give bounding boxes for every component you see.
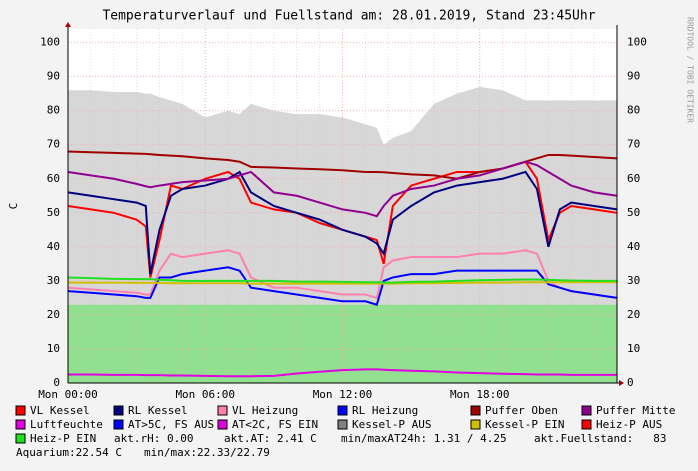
y-tick-label: 70 xyxy=(47,138,60,151)
series-line xyxy=(68,368,617,378)
y-tick-label: 20 xyxy=(47,308,60,321)
legend-label: RL Kessel xyxy=(128,404,188,417)
series-line xyxy=(67,249,618,300)
legend-label: AT<2C, FS EIN xyxy=(232,418,318,431)
footer-text: Aquarium:22.54 C xyxy=(16,446,122,459)
y-tick-label-right: 30 xyxy=(627,274,640,287)
area xyxy=(68,304,617,383)
footer-text: min/max:22.33/22.79 xyxy=(144,446,270,459)
y-tick-label-right: 40 xyxy=(627,240,640,253)
legend-label: Puffer Oben xyxy=(485,404,558,417)
x-tick-label: Mon 12:00 xyxy=(313,388,373,401)
y-tick-label: 0 xyxy=(53,376,60,389)
axis-arrow xyxy=(65,22,71,27)
legend-label: Heiz-P AUS xyxy=(596,418,662,431)
y-tick-label: 50 xyxy=(47,206,60,219)
legend-swatch xyxy=(581,419,592,430)
y-tick-label-right: 90 xyxy=(627,70,640,83)
y-tick-label: 100 xyxy=(40,36,60,49)
y-tick-label-right: 50 xyxy=(627,206,640,219)
legend-label: Kessel-P EIN xyxy=(485,418,564,431)
y-tick-label: 10 xyxy=(47,342,60,355)
x-tick-label: Mon 18:00 xyxy=(450,388,510,401)
y-tick-label-right: 100 xyxy=(627,36,647,49)
axis-arrow xyxy=(619,380,624,386)
legend-swatch xyxy=(337,419,348,430)
footer-text: akt.AT: 2.41 C xyxy=(224,432,317,445)
legend-swatch xyxy=(15,405,26,416)
y-tick-label: 80 xyxy=(47,104,60,117)
legend-swatch xyxy=(217,419,228,430)
legend-swatch xyxy=(470,405,481,416)
legend-label: RL Heizung xyxy=(352,404,418,417)
y-tick-label-right: 70 xyxy=(627,138,640,151)
x-tick-label: Mon 06:00 xyxy=(175,388,235,401)
series-line xyxy=(67,266,618,306)
legend-label: VL Heizung xyxy=(232,404,298,417)
legend-swatch xyxy=(581,405,592,416)
footer-text: min/maxAT24h: 1.31 / 4.25 xyxy=(341,432,507,445)
footer-text: akt.rH: 0.00 xyxy=(114,432,193,445)
series-line xyxy=(67,150,618,180)
y-tick-label: 60 xyxy=(47,172,60,185)
legend-label: Heiz-P EIN xyxy=(30,432,96,445)
side-label: RRDTOOL / TOBI OETIKER xyxy=(686,17,695,123)
chart-title: Temperaturverlauf und Fuellstand am: 28.… xyxy=(102,9,595,24)
legend-swatch xyxy=(113,419,124,430)
legend-label: Kessel-P AUS xyxy=(352,418,431,431)
y-tick-label: 90 xyxy=(47,70,60,83)
legend-label: AT>5C, FS AUS xyxy=(128,418,214,431)
y-tick-label-right: 20 xyxy=(627,308,640,321)
legend-swatch xyxy=(470,419,481,430)
y-tick-label-right: 60 xyxy=(627,172,640,185)
y-tick-label-right: 10 xyxy=(627,342,640,355)
y-tick-label: 30 xyxy=(47,274,60,287)
y-tick-label: 40 xyxy=(47,240,60,253)
footer-text: akt.Fuellstand: 83 xyxy=(534,432,666,445)
y-axis-label: C xyxy=(7,203,20,210)
legend-label: Puffer Mitte xyxy=(596,404,675,417)
legend-label: Luftfeuchte xyxy=(30,418,103,431)
y-tick-label-right: 0 xyxy=(627,376,634,389)
legend-swatch xyxy=(15,419,26,430)
legend-swatch xyxy=(217,405,228,416)
series-line xyxy=(68,281,617,285)
series-line xyxy=(67,160,618,218)
series-line xyxy=(67,276,617,284)
y-tick-label-right: 80 xyxy=(627,104,640,117)
legend-swatch xyxy=(113,405,124,416)
legend-swatch xyxy=(15,433,26,444)
legend-label: VL Kessel xyxy=(30,404,90,417)
legend-swatch xyxy=(337,405,348,416)
series-line xyxy=(67,170,618,275)
x-tick-label: Mon 00:00 xyxy=(38,388,98,401)
